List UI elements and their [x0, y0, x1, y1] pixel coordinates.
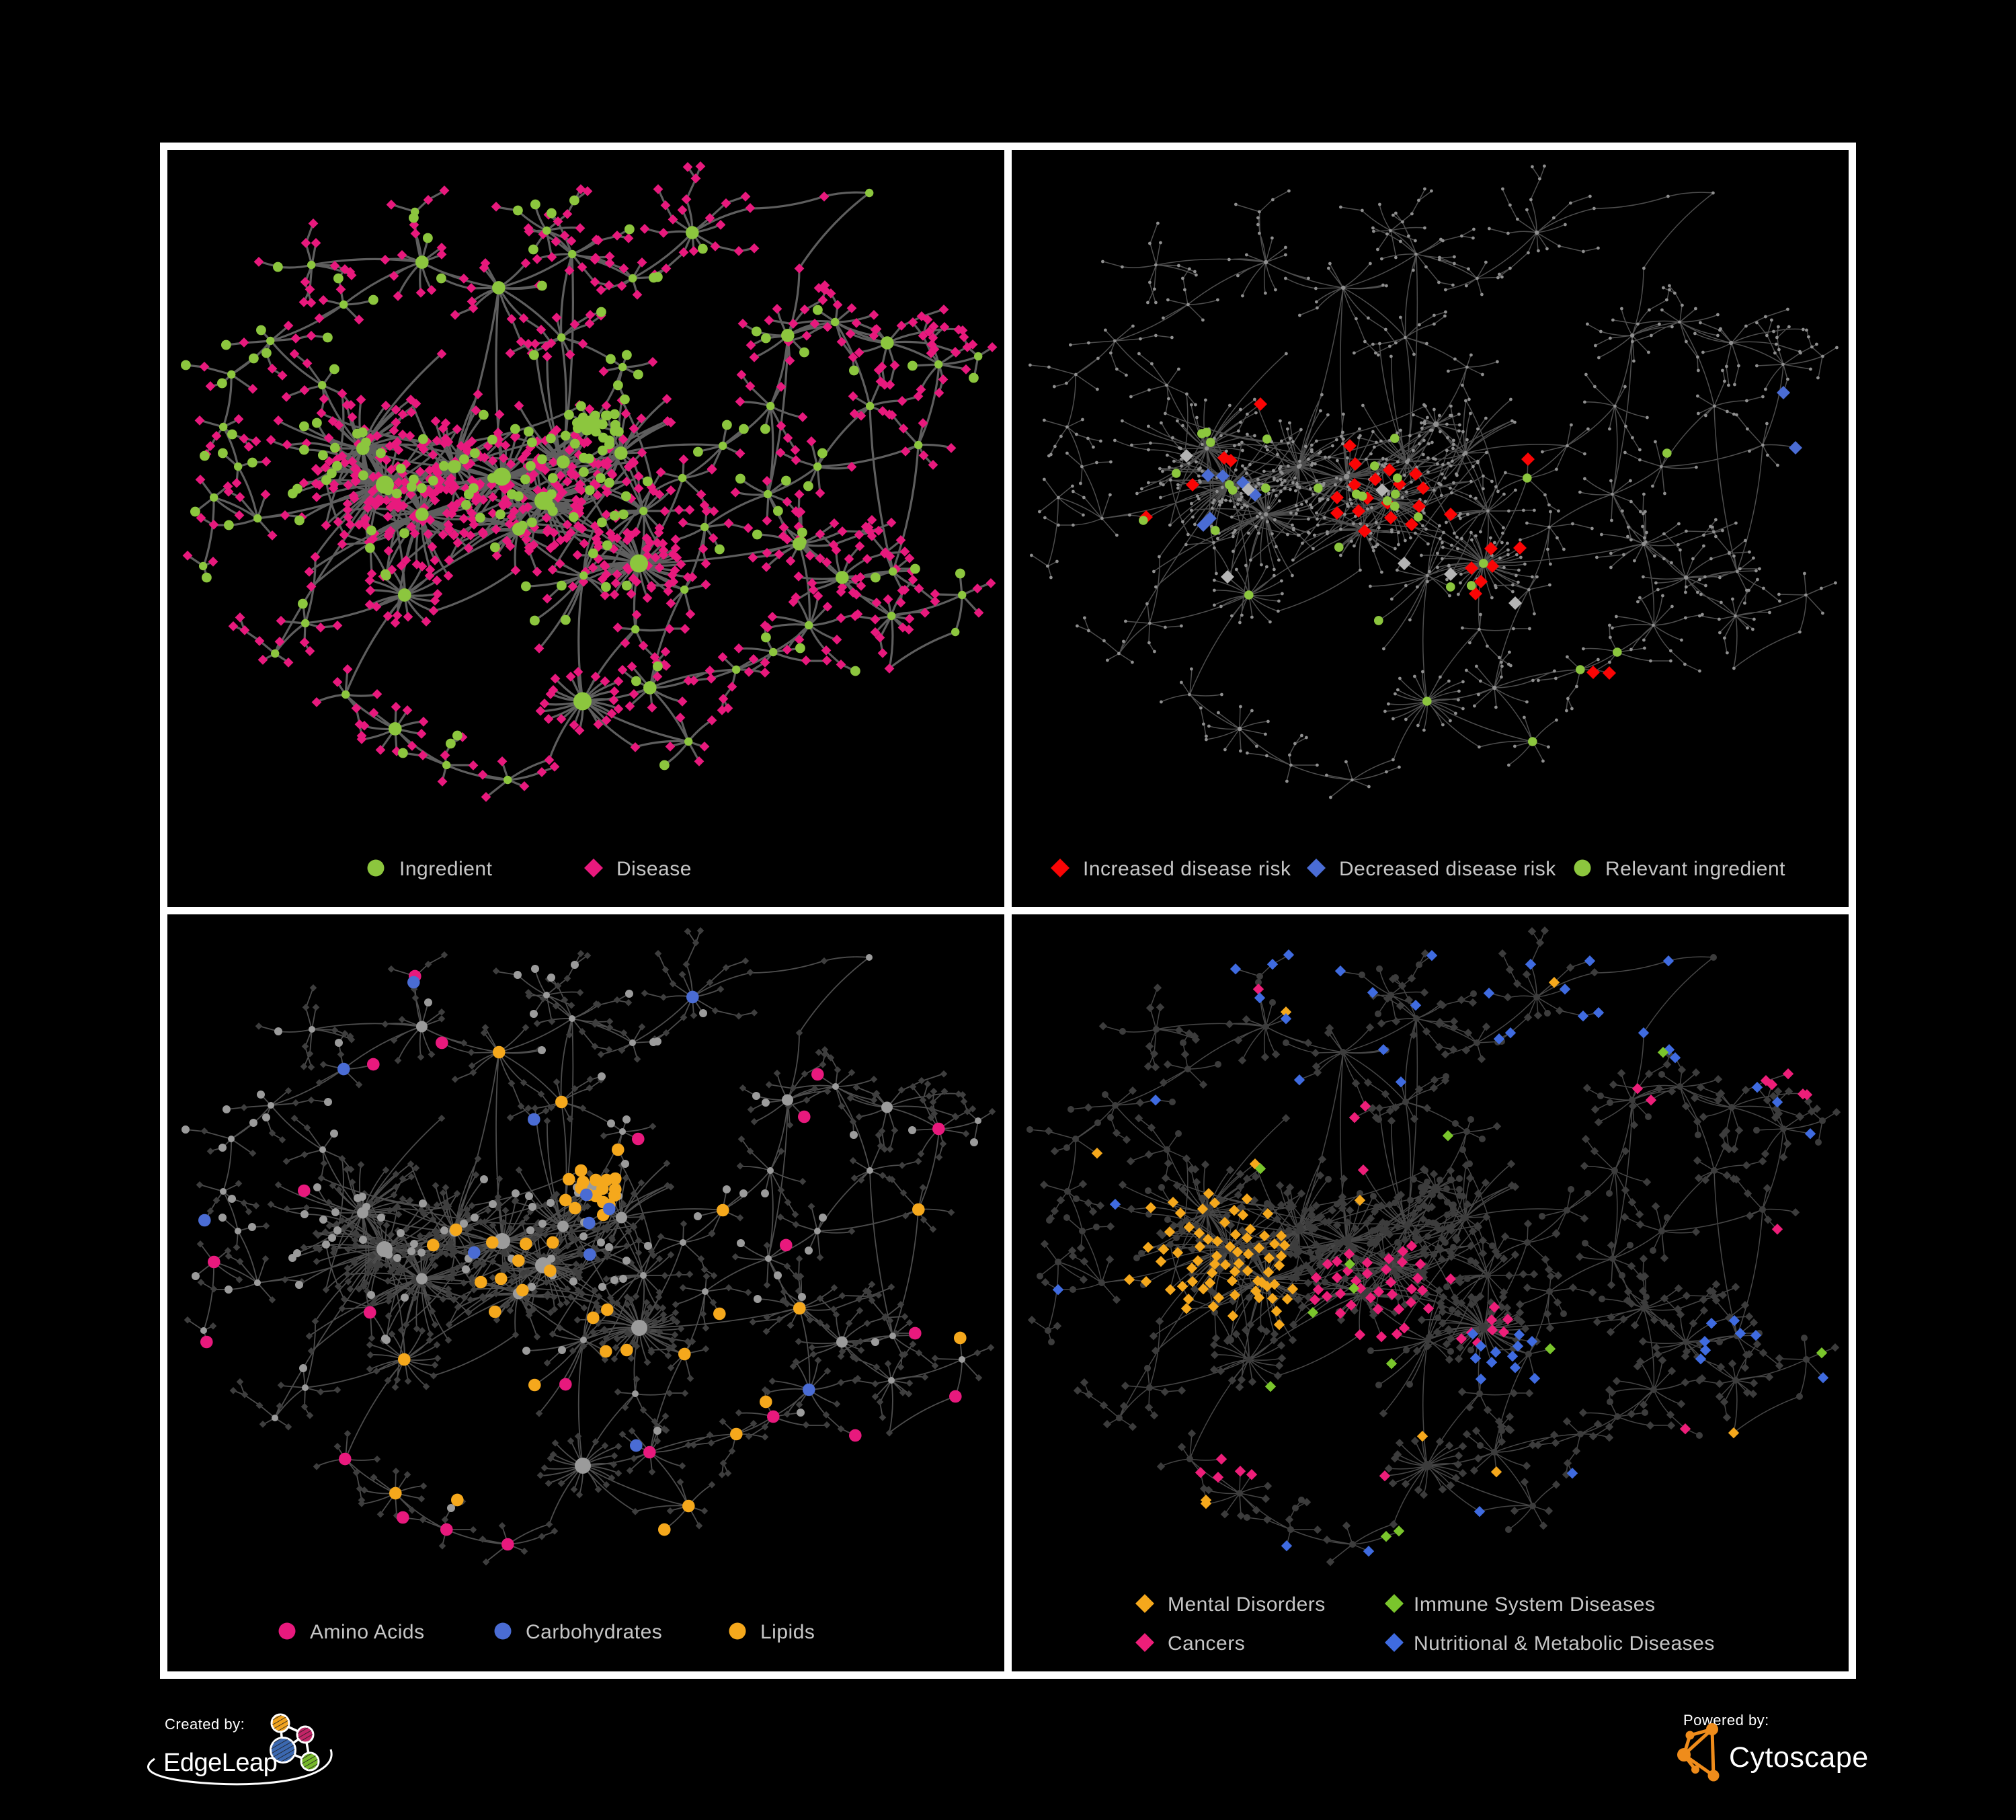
svg-text:Increased disease risk: Increased disease risk	[1083, 858, 1291, 880]
svg-text:EdgeLeap: EdgeLeap	[163, 1749, 277, 1777]
svg-text:Nutritional & Metabolic Diseas: Nutritional & Metabolic Diseases	[1414, 1632, 1715, 1655]
svg-text:Relevant ingredient: Relevant ingredient	[1605, 858, 1785, 880]
svg-text:Mental Disorders: Mental Disorders	[1168, 1593, 1326, 1616]
svg-text:Cytoscape: Cytoscape	[1729, 1741, 1869, 1774]
svg-text:Decreased disease risk: Decreased disease risk	[1339, 858, 1556, 880]
svg-text:Powered by:: Powered by:	[1683, 1712, 1769, 1729]
svg-text:Ingredient: Ingredient	[399, 858, 493, 880]
svg-text:Disease: Disease	[616, 858, 692, 880]
svg-text:Immune System Diseases: Immune System Diseases	[1414, 1593, 1655, 1616]
svg-text:Cancers: Cancers	[1168, 1632, 1245, 1655]
svg-text:Amino Acids: Amino Acids	[310, 1621, 425, 1643]
svg-text:Carbohydrates: Carbohydrates	[526, 1621, 662, 1643]
svg-text:Lipids: Lipids	[760, 1621, 815, 1643]
svg-text:Created by:: Created by:	[165, 1716, 245, 1733]
